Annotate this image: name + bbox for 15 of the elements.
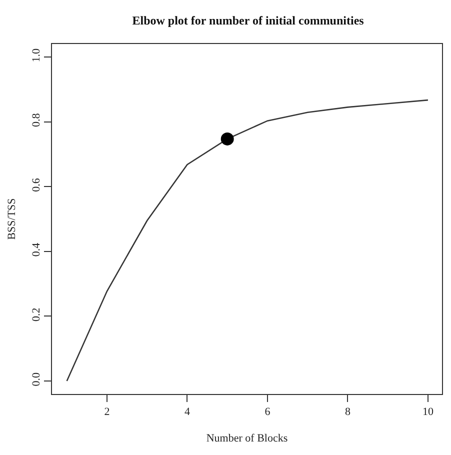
x-tick-label: 6 <box>264 406 271 418</box>
y-tick-label: 0.2 <box>30 308 43 322</box>
x-tick-label: 4 <box>184 406 190 418</box>
y-tick-label: 0.4 <box>30 242 43 257</box>
y-tick-label: 0.0 <box>30 372 43 386</box>
x-tick-label: 8 <box>344 406 351 418</box>
y-tick-label: 1.0 <box>30 48 43 62</box>
x-tick-label: 2 <box>104 406 110 418</box>
line-series <box>66 99 429 382</box>
chart-title: Elbow plot for number of initial communities <box>132 14 364 28</box>
y-axis-title: BSS/TSS <box>6 198 18 240</box>
y-tick-label: 0.8 <box>30 112 43 128</box>
x-tick-label: 10 <box>422 406 434 418</box>
x-axis-title: Number of Blocks <box>206 432 288 444</box>
y-tick-label: 0.6 <box>30 178 43 192</box>
